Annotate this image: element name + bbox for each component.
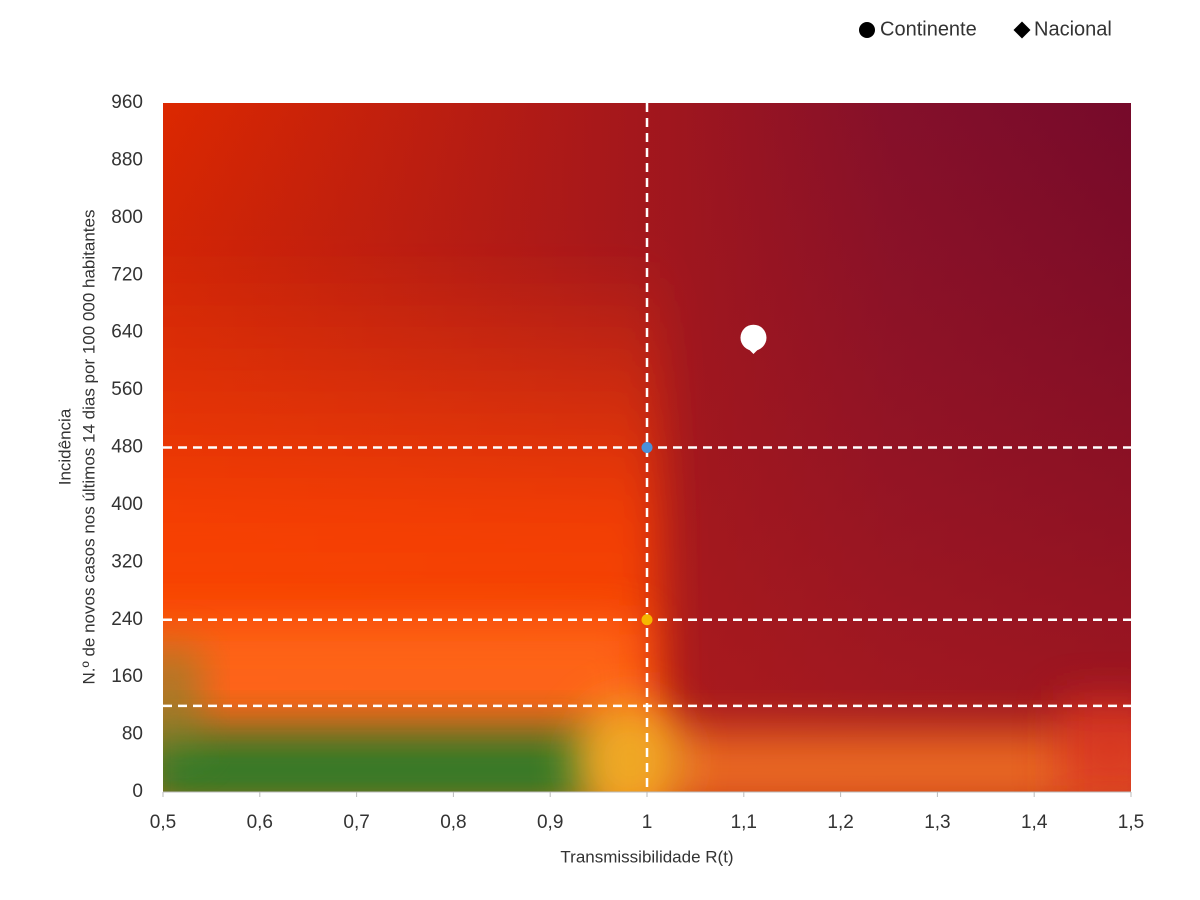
y-tick-label: 160 — [111, 666, 143, 687]
y-tick-label: 400 — [111, 494, 143, 515]
y-axis-title: N.º de novos casos nos últimos 14 dias p… — [79, 210, 98, 685]
y-tick-label: 320 — [111, 551, 143, 572]
x-tick-label: 1,5 — [1118, 812, 1144, 833]
x-axis-title: Transmissibilidade R(t) — [560, 847, 733, 866]
x-tick-label: 1,4 — [1021, 812, 1048, 833]
legend-marker — [1013, 21, 1031, 39]
y-tick-label: 480 — [111, 437, 143, 458]
x-tick-label: 0,9 — [537, 812, 563, 833]
y-tick-label: 640 — [111, 322, 143, 343]
x-tick-label: 0,7 — [343, 812, 369, 833]
y-tick-label: 960 — [111, 92, 143, 113]
reference-point — [641, 614, 653, 626]
y-tick-label: 720 — [111, 264, 143, 285]
y-tick-label: 880 — [111, 149, 143, 170]
y-tick-label: 560 — [111, 379, 143, 400]
y-tick-label: 0 — [132, 781, 143, 802]
y-tick-label: 800 — [111, 207, 143, 228]
legend-label: Nacional — [1034, 18, 1112, 40]
legend-marker — [859, 22, 875, 38]
x-tick-label: 1,1 — [731, 812, 757, 833]
y-axis-title: Incidência — [55, 408, 74, 485]
x-tick-label: 0,6 — [247, 812, 273, 833]
y-tick-label: 80 — [122, 724, 143, 745]
x-tick-label: 0,8 — [440, 812, 466, 833]
x-tick-label: 0,5 — [150, 812, 176, 833]
legend-label: Continente — [880, 18, 977, 40]
y-tick-label: 240 — [111, 609, 143, 630]
x-tick-label: 1,3 — [924, 812, 950, 833]
heatmap-background — [163, 103, 1131, 792]
reference-point — [641, 442, 653, 453]
x-tick-label: 1 — [642, 812, 653, 833]
legend: Continente Nacional — [859, 18, 1112, 40]
data-point — [740, 324, 767, 351]
x-tick-label: 1,2 — [827, 812, 853, 833]
